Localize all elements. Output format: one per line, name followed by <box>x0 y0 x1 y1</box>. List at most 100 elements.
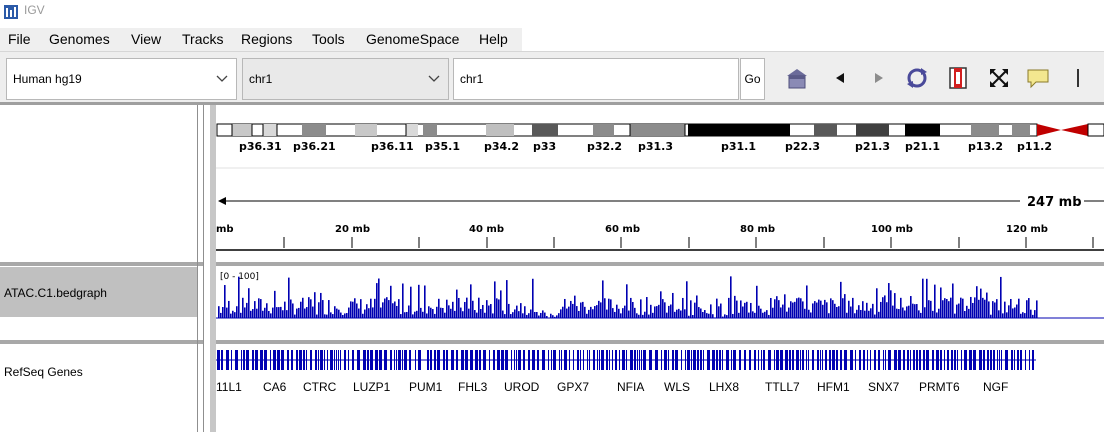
locus-input[interactable]: chr1 <box>453 58 739 100</box>
atac-bar <box>404 312 406 318</box>
atac-bar <box>772 307 774 318</box>
ideogram-and-ruler[interactable]: p36.31 p36.21 p36.11 p35.1 p34.2 p33 p32… <box>216 105 1104 262</box>
atac-bar <box>680 310 682 318</box>
atac-bar <box>276 307 278 318</box>
atac-bar <box>616 304 618 318</box>
atac-bar <box>822 304 824 318</box>
refresh-icon[interactable] <box>905 66 929 90</box>
gene-label[interactable]: PRMT6 <box>919 380 960 394</box>
atac-bar <box>992 301 994 318</box>
gene-label[interactable]: TTLL7 <box>765 380 800 394</box>
menu-regions[interactable]: Regions <box>241 31 293 47</box>
atac-bar <box>370 298 372 318</box>
gene-label[interactable]: FHL3 <box>458 380 488 394</box>
atac-bar <box>852 297 854 318</box>
gene-label[interactable]: UROD <box>504 380 540 394</box>
track-name-panel: ATAC.C1.bedgraph RefSeq Genes <box>0 105 203 432</box>
genome-select[interactable]: Human hg19 <box>6 58 237 100</box>
chromosome-ideogram[interactable] <box>216 123 1104 137</box>
atac-bar <box>382 302 384 318</box>
home-icon[interactable] <box>785 66 809 90</box>
menu-tools[interactable]: Tools <box>312 31 345 47</box>
atac-bar <box>686 281 688 318</box>
menu-file[interactable]: File <box>8 31 31 47</box>
atac-track[interactable]: [0 - 100] <box>216 266 1104 340</box>
gene-label[interactable]: NFIA <box>617 380 645 394</box>
gene-label[interactable]: CA6 <box>263 380 287 394</box>
atac-track-name-highlight[interactable] <box>0 267 198 317</box>
menu-help[interactable]: Help <box>479 31 508 47</box>
gene-label[interactable]: 11L1 <box>216 380 242 394</box>
atac-bar <box>1010 298 1012 318</box>
atac-bar <box>1008 305 1010 318</box>
atac-bar <box>538 315 540 318</box>
back-icon[interactable] <box>829 66 853 90</box>
atac-bar <box>976 286 978 318</box>
gene-label[interactable]: PUM1 <box>409 380 443 394</box>
atac-bar <box>1004 301 1006 318</box>
atac-bar <box>664 302 666 318</box>
atac-bar <box>354 298 356 318</box>
atac-bar <box>654 306 656 318</box>
gene-label[interactable]: GPX7 <box>557 380 590 394</box>
gene-label[interactable]: SNX7 <box>868 380 900 394</box>
menu-tracks[interactable]: Tracks <box>182 31 224 47</box>
chromosome-select[interactable]: chr1 <box>242 58 449 100</box>
gene-label[interactable]: WLS <box>664 380 691 394</box>
atac-bar <box>780 307 782 318</box>
atac-bar <box>626 284 628 318</box>
atac-bar <box>904 310 906 318</box>
atac-bar <box>540 312 542 318</box>
atac-bar <box>684 309 686 318</box>
gene-label[interactable]: HFM1 <box>817 380 850 394</box>
panel-divider[interactable] <box>0 262 203 266</box>
band-label: p35.1 <box>425 140 460 153</box>
data-panel: p36.31 p36.21 p36.11 p35.1 p34.2 p33 p32… <box>216 105 1104 432</box>
atac-bar <box>824 299 826 318</box>
popup-text-icon[interactable] <box>1026 66 1050 90</box>
menu-view[interactable]: View <box>131 31 162 47</box>
atac-bar <box>830 298 832 318</box>
atac-bar <box>328 300 330 318</box>
atac-bar <box>292 303 294 318</box>
atac-bar <box>416 310 418 318</box>
region-of-interest-icon[interactable] <box>946 66 970 90</box>
panel-divider[interactable] <box>216 340 1104 344</box>
atac-bar <box>254 301 256 318</box>
atac-bar <box>890 290 892 318</box>
atac-bar <box>434 313 436 318</box>
atac-bar <box>838 306 840 318</box>
gene-label[interactable]: NGF <box>983 380 1009 394</box>
atac-bar <box>640 299 642 318</box>
atac-bar <box>334 306 336 318</box>
gene-label[interactable]: LUZP1 <box>353 380 391 394</box>
atac-track-name[interactable]: ATAC.C1.bedgraph <box>4 286 107 300</box>
atac-bar <box>936 312 938 318</box>
gene-label[interactable]: LHX8 <box>709 380 740 394</box>
go-button[interactable]: Go <box>740 58 765 100</box>
gene-label[interactable]: CTRC <box>303 380 337 394</box>
refseq-genes-track[interactable] <box>216 344 1104 374</box>
forward-icon[interactable] <box>866 66 890 90</box>
atac-bar <box>912 303 914 318</box>
resize-to-window-icon[interactable] <box>987 66 1011 90</box>
atac-bar <box>956 304 958 318</box>
atac-bar <box>324 314 326 318</box>
panel-divider[interactable] <box>216 262 1104 266</box>
atac-bar <box>314 292 316 318</box>
atac-bar <box>650 304 652 318</box>
atac-bar <box>660 291 662 318</box>
atac-bar <box>558 313 560 318</box>
atac-bar <box>950 297 952 318</box>
atac-bar <box>502 310 504 318</box>
attribute-panel[interactable] <box>210 105 216 432</box>
menu-genomes[interactable]: Genomes <box>49 31 110 47</box>
menu-genomespace[interactable]: GenomeSpace <box>366 31 460 47</box>
atac-bar <box>604 298 606 318</box>
panel-divider[interactable] <box>0 340 203 344</box>
genes-track-name[interactable]: RefSeq Genes <box>4 365 83 379</box>
chevron-down-icon <box>428 75 440 82</box>
gene-features[interactable] <box>216 350 1036 370</box>
atac-bar <box>754 312 756 318</box>
band-label: p32.2 <box>587 140 622 153</box>
